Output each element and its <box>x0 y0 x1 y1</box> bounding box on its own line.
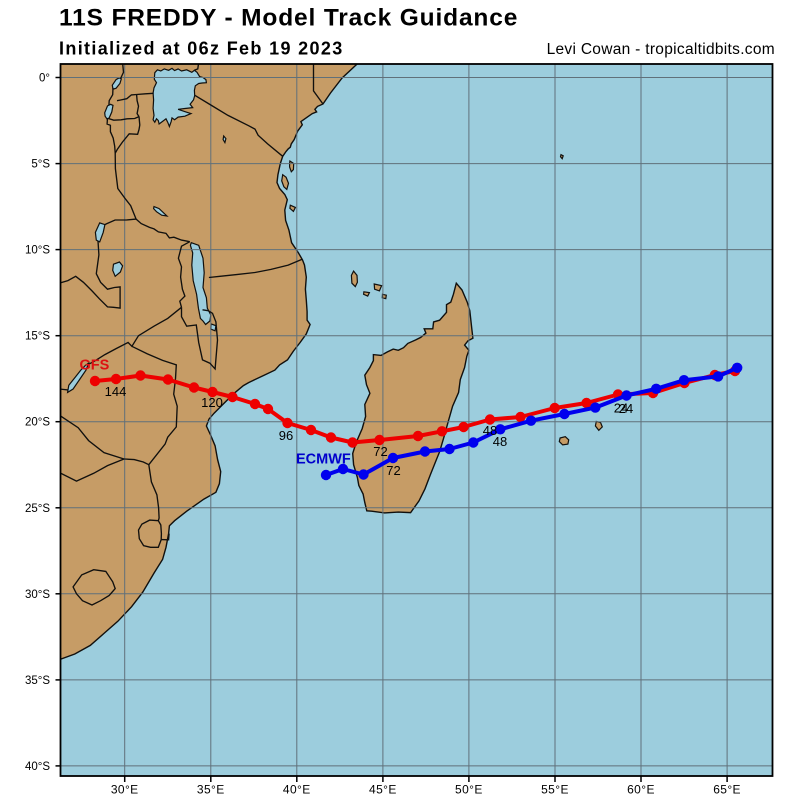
svg-text:Levi Cowan - tropicaltidbits.c: Levi Cowan - tropicaltidbits.com <box>547 41 775 58</box>
svg-text:50°E: 50°E <box>455 783 483 797</box>
svg-text:25°S: 25°S <box>25 503 50 515</box>
svg-text:60°E: 60°E <box>627 783 655 797</box>
svg-text:35°S: 35°S <box>25 675 50 687</box>
svg-text:24: 24 <box>619 401 633 416</box>
svg-text:120: 120 <box>201 395 223 410</box>
svg-text:48: 48 <box>493 434 507 449</box>
svg-text:30°S: 30°S <box>25 589 50 601</box>
svg-text:20°S: 20°S <box>25 417 50 429</box>
svg-text:Initialized at 06z Feb 19 2023: Initialized at 06z Feb 19 2023 <box>59 39 344 59</box>
svg-text:5°S: 5°S <box>31 159 50 171</box>
svg-text:144: 144 <box>105 384 127 399</box>
svg-text:65°E: 65°E <box>713 783 741 797</box>
svg-text:10°S: 10°S <box>25 245 50 257</box>
svg-text:0°: 0° <box>39 73 50 85</box>
svg-text:45°E: 45°E <box>369 783 397 797</box>
svg-text:40°S: 40°S <box>25 761 50 773</box>
svg-text:11S FREDDY - Model Track Guida: 11S FREDDY - Model Track Guidance <box>59 5 518 32</box>
svg-text:GFS: GFS <box>80 358 110 374</box>
svg-text:72: 72 <box>373 444 387 459</box>
svg-text:30°E: 30°E <box>111 783 139 797</box>
svg-text:55°E: 55°E <box>541 783 569 797</box>
svg-text:15°S: 15°S <box>25 331 50 343</box>
svg-text:48: 48 <box>483 423 497 438</box>
svg-text:35°E: 35°E <box>197 783 225 797</box>
svg-text:40°E: 40°E <box>283 783 311 797</box>
svg-text:24: 24 <box>614 401 628 416</box>
svg-text:72: 72 <box>386 463 400 478</box>
svg-text:96: 96 <box>279 428 293 443</box>
svg-text:ECMWF: ECMWF <box>296 452 351 468</box>
